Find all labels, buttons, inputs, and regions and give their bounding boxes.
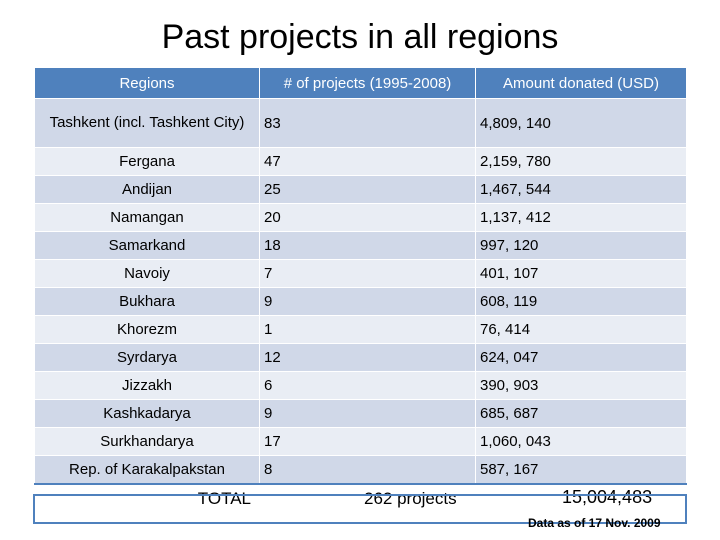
projects-cell: 25: [259, 175, 476, 204]
table-row: Surkhandarya 17 1,060, 043: [34, 427, 687, 456]
table-row: Andijan 25 1,467, 544: [34, 175, 687, 204]
table-row: Navoiy 7 401, 107: [34, 259, 687, 288]
projects-cell: 8: [259, 455, 476, 485]
region-cell: Rep. of Karakalpakstan: [34, 455, 260, 485]
projects-cell: 6: [259, 371, 476, 400]
total-label: TOTAL: [34, 483, 260, 513]
page-title: Past projects in all regions: [161, 18, 559, 56]
region-cell: Navoiy: [34, 259, 260, 288]
amount-cell: 4,809, 140: [475, 98, 687, 148]
amount-cell: 76, 414: [475, 315, 687, 344]
region-cell: Jizzakh: [34, 371, 260, 400]
table-row: Tashkent (incl. Tashkent City) 83 4,809,…: [34, 98, 687, 148]
region-cell: Andijan: [34, 175, 260, 204]
table-row: Khorezm 1 76, 414: [34, 315, 687, 344]
amount-cell: 608, 119: [475, 287, 687, 316]
projects-cell: 83: [259, 98, 476, 148]
amount-cell: 1,467, 544: [475, 175, 687, 204]
projects-cell: 1: [259, 315, 476, 344]
region-cell: Syrdarya: [34, 343, 260, 372]
region-cell: Surkhandarya: [34, 427, 260, 456]
amount-cell: 390, 903: [475, 371, 687, 400]
table-row: Syrdarya 12 624, 047: [34, 343, 687, 372]
total-amount: 15,004,483: [562, 487, 653, 507]
region-cell: Fergana: [34, 147, 260, 176]
amount-cell: 624, 047: [475, 343, 687, 372]
amount-cell: 401, 107: [475, 259, 687, 288]
region-cell: Kashkadarya: [34, 399, 260, 428]
projects-cell: 9: [259, 399, 476, 428]
total-row: TOTAL 262 projects 15,004,483: [34, 483, 687, 513]
header-amount: Amount donated (USD): [475, 67, 687, 99]
region-cell: Bukhara: [34, 287, 260, 316]
projects-cell: 17: [259, 427, 476, 456]
projects-cell: 20: [259, 203, 476, 232]
total-projects: 262 projects: [259, 483, 476, 513]
total-amount-cell: 15,004,483: [475, 483, 687, 513]
table-row: Fergana 47 2,159, 780: [34, 147, 687, 176]
amount-cell: 1,137, 412: [475, 203, 687, 232]
table-row: Namangan 20 1,137, 412: [34, 203, 687, 232]
amount-cell: 685, 687: [475, 399, 687, 428]
projects-table: Regions # of projects (1995-2008) Amount…: [34, 67, 687, 513]
region-cell: Khorezm: [34, 315, 260, 344]
region-cell: Tashkent (incl. Tashkent City): [34, 98, 260, 148]
header-row: Regions # of projects (1995-2008) Amount…: [34, 67, 687, 99]
header-projects: # of projects (1995-2008): [259, 67, 476, 99]
amount-cell: 587, 167: [475, 455, 687, 485]
projects-cell: 12: [259, 343, 476, 372]
amount-cell: 1,060, 043: [475, 427, 687, 456]
table-row: Samarkand 18 997, 120: [34, 231, 687, 260]
projects-cell: 18: [259, 231, 476, 260]
projects-cell: 7: [259, 259, 476, 288]
region-cell: Samarkand: [34, 231, 260, 260]
amount-cell: 2,159, 780: [475, 147, 687, 176]
table-row: Bukhara 9 608, 119: [34, 287, 687, 316]
table-row: Rep. of Karakalpakstan 8 587, 167: [34, 455, 687, 485]
table-row: Jizzakh 6 390, 903: [34, 371, 687, 400]
projects-cell: 9: [259, 287, 476, 316]
header-regions: Regions: [34, 67, 260, 99]
amount-cell: 997, 120: [475, 231, 687, 260]
data-date-note: Data as of 17 Nov. 2009: [528, 516, 661, 530]
region-cell: Namangan: [34, 203, 260, 232]
table-row: Kashkadarya 9 685, 687: [34, 399, 687, 428]
projects-cell: 47: [259, 147, 476, 176]
